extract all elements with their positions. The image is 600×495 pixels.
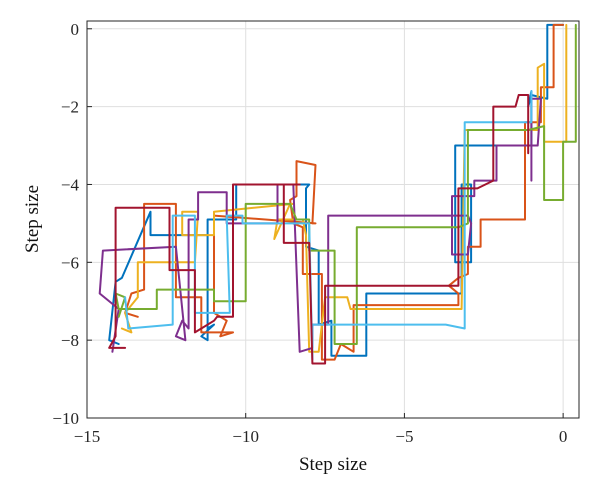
y-tick-label: −8 <box>61 331 79 350</box>
y-tick-label: −4 <box>61 175 80 194</box>
trace-line-1 <box>108 23 565 357</box>
plot-frame <box>86 20 580 419</box>
trace-line-2 <box>124 23 565 361</box>
trace-line-6 <box>124 90 533 361</box>
y-tick-label: −6 <box>61 253 79 272</box>
axis-ticks: −15 −10 −5 00−2−4−6−8−10 <box>52 20 567 446</box>
y-tick-label: −2 <box>61 98 79 117</box>
x-tick-label: 0 <box>559 427 568 446</box>
x-tick-label: −10 <box>232 427 259 446</box>
x-tick-label: −15 <box>74 427 101 446</box>
y-tick-label: 0 <box>71 20 80 39</box>
trace-line-5 <box>114 23 577 345</box>
trace-line-3 <box>120 23 568 353</box>
y-tick-label: −10 <box>52 409 79 428</box>
x-tick-label: −5 <box>395 427 413 446</box>
trace-line-4 <box>98 97 542 353</box>
x-axis-label: Step size <box>299 454 367 475</box>
trace-lines <box>98 23 577 365</box>
trace-line-7 <box>108 94 530 365</box>
y-axis-label: Step size <box>22 185 43 253</box>
